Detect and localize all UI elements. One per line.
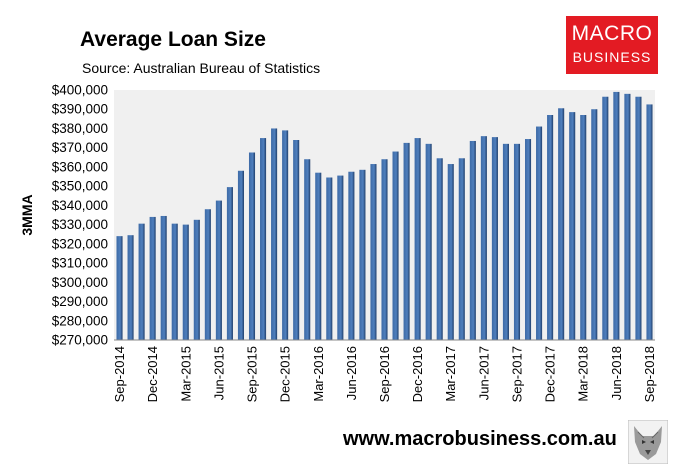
bar — [513, 143, 521, 340]
y-tick-label: $270,000 — [52, 333, 108, 348]
bar — [436, 158, 443, 340]
x-tick-label: Mar-2016 — [311, 346, 326, 402]
bar — [547, 115, 554, 340]
bar — [536, 126, 543, 341]
bar — [215, 200, 222, 340]
bar — [293, 140, 300, 340]
bar — [160, 215, 167, 340]
chart-area: $270,000 $280,000 $290,000 $300,000 $310,000… — [19, 83, 657, 403]
logo-line-1: MACRO — [571, 22, 653, 45]
bar — [271, 128, 278, 340]
bar — [381, 159, 388, 340]
bar — [138, 223, 145, 340]
x-tick-label: Sep-2017 — [509, 346, 524, 402]
y-tick-label: $300,000 — [52, 275, 108, 290]
x-tick-label: Sep-2014 — [112, 346, 127, 402]
bar — [646, 104, 653, 340]
y-tick-label: $360,000 — [52, 159, 108, 174]
y-tick-label: $350,000 — [52, 179, 108, 194]
x-tick-label: Dec-2016 — [410, 346, 425, 402]
y-axis-label: 3MMA — [19, 194, 35, 235]
y-tick-label: $340,000 — [52, 198, 108, 213]
bar — [282, 130, 289, 340]
x-tick-label: Mar-2015 — [178, 346, 193, 402]
bar — [569, 112, 576, 340]
bar — [602, 96, 609, 340]
bar — [425, 143, 432, 340]
y-tick-label: $320,000 — [52, 236, 108, 251]
bar — [580, 115, 587, 340]
bar — [326, 177, 333, 340]
footer-url: www.macrobusiness.com.au — [343, 428, 617, 450]
bar — [315, 172, 322, 340]
y-tick-label: $290,000 — [52, 294, 108, 309]
x-tick-label: Dec-2015 — [278, 346, 293, 402]
y-tick-label: $330,000 — [52, 217, 108, 232]
bar — [613, 91, 620, 340]
bar — [458, 158, 465, 340]
bar — [447, 164, 454, 340]
x-tick-label: Dec-2017 — [543, 346, 558, 402]
chart-source: Source: Australian Bureau of Statistics — [82, 60, 321, 76]
x-tick-label: Mar-2018 — [576, 346, 591, 402]
bar — [116, 236, 123, 340]
y-tick-label: $400,000 — [52, 83, 108, 98]
x-tick-label: Jun-2016 — [344, 346, 359, 400]
bar — [370, 164, 377, 340]
y-tick-label: $390,000 — [52, 102, 108, 117]
bar — [149, 216, 156, 340]
bar — [591, 109, 598, 340]
bar — [469, 140, 476, 340]
bar — [171, 223, 178, 340]
logo-line-2: BUSINESS — [572, 49, 652, 65]
macrobusiness-logo: MACRO BUSINESS — [566, 16, 658, 74]
wolf-logo-icon — [628, 420, 668, 464]
bar — [348, 171, 355, 340]
bar — [193, 219, 200, 340]
bar — [392, 151, 399, 340]
bar — [248, 152, 256, 340]
x-tick-label: Jun-2018 — [609, 346, 624, 400]
bar — [491, 137, 498, 340]
x-tick-label: Jun-2017 — [476, 346, 491, 400]
y-tick-label: $310,000 — [52, 256, 108, 271]
x-tick-label: Sep-2015 — [245, 346, 260, 402]
bar — [524, 139, 532, 340]
x-tick-label: Mar-2017 — [443, 346, 458, 402]
x-tick-label: Jun-2015 — [211, 346, 226, 400]
bar — [359, 169, 366, 340]
bar — [635, 96, 642, 340]
x-tick-label: Sep-2018 — [642, 346, 657, 402]
x-tick-label: Sep-2016 — [377, 346, 392, 402]
bar — [226, 187, 233, 340]
bar — [502, 143, 509, 340]
y-tick-label: $370,000 — [52, 140, 108, 155]
bar — [414, 138, 421, 340]
bar — [304, 159, 311, 340]
bar — [403, 142, 410, 340]
bar — [558, 108, 565, 341]
y-tick-label: $380,000 — [52, 121, 108, 136]
chart-title: Average Loan Size — [80, 28, 266, 51]
y-tick-label: $280,000 — [52, 313, 108, 328]
bar — [182, 224, 189, 340]
bar — [480, 136, 487, 340]
bar — [204, 209, 211, 340]
x-tick-label: Dec-2014 — [145, 346, 160, 402]
bar — [260, 138, 267, 340]
bar — [337, 175, 344, 340]
bar — [624, 93, 631, 340]
bar — [127, 235, 134, 340]
bar — [237, 170, 245, 340]
